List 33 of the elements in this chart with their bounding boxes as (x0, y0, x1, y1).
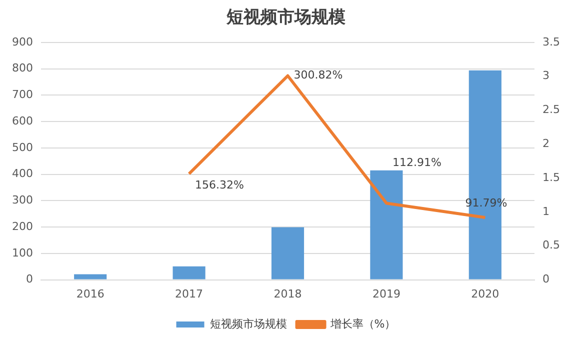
bar (370, 170, 403, 280)
y2-tick-label: 0 (542, 272, 550, 286)
y-tick-label: 400 (12, 167, 33, 180)
y2-tick-label: 3.5 (542, 35, 560, 48)
y-tick-label: 300 (12, 194, 33, 207)
y2-tick-label: 2.5 (542, 103, 560, 116)
y-tick-label: 700 (12, 88, 33, 102)
y-tick-label: 100 (12, 246, 33, 260)
data-label: 300.82% (294, 68, 343, 82)
y2-tick-label: 0.5 (542, 238, 560, 252)
y-tick-label: 200 (12, 220, 33, 233)
y-tick-label: 800 (12, 62, 33, 75)
bar (172, 266, 206, 280)
x-tick-label: 2017 (175, 287, 204, 300)
data-label: 156.32% (195, 178, 244, 192)
x-tick-label: 2016 (76, 287, 104, 300)
y2-tick-label: 3 (542, 69, 550, 82)
x-tick-label: 2020 (471, 287, 500, 300)
y-tick-label: 500 (12, 140, 33, 154)
x-tick-label: 2019 (372, 287, 400, 300)
chart-title: 短视频市场规模 (226, 8, 346, 28)
y-tick-label: 900 (12, 35, 33, 48)
legend-label: 短视频市场规模 (210, 317, 287, 330)
y-tick-label: 0 (26, 272, 33, 286)
y-tick-label: 600 (12, 114, 33, 128)
legend-label: 增长率（%） (329, 317, 396, 330)
data-label: 112.91% (392, 156, 442, 170)
bar (271, 227, 304, 280)
y2-tick-label: 1 (542, 204, 550, 218)
y2-tick-label: 2 (542, 137, 550, 150)
x-tick-label: 2018 (274, 287, 302, 300)
y2-tick-label: 1.5 (542, 170, 560, 184)
bar (74, 274, 107, 280)
